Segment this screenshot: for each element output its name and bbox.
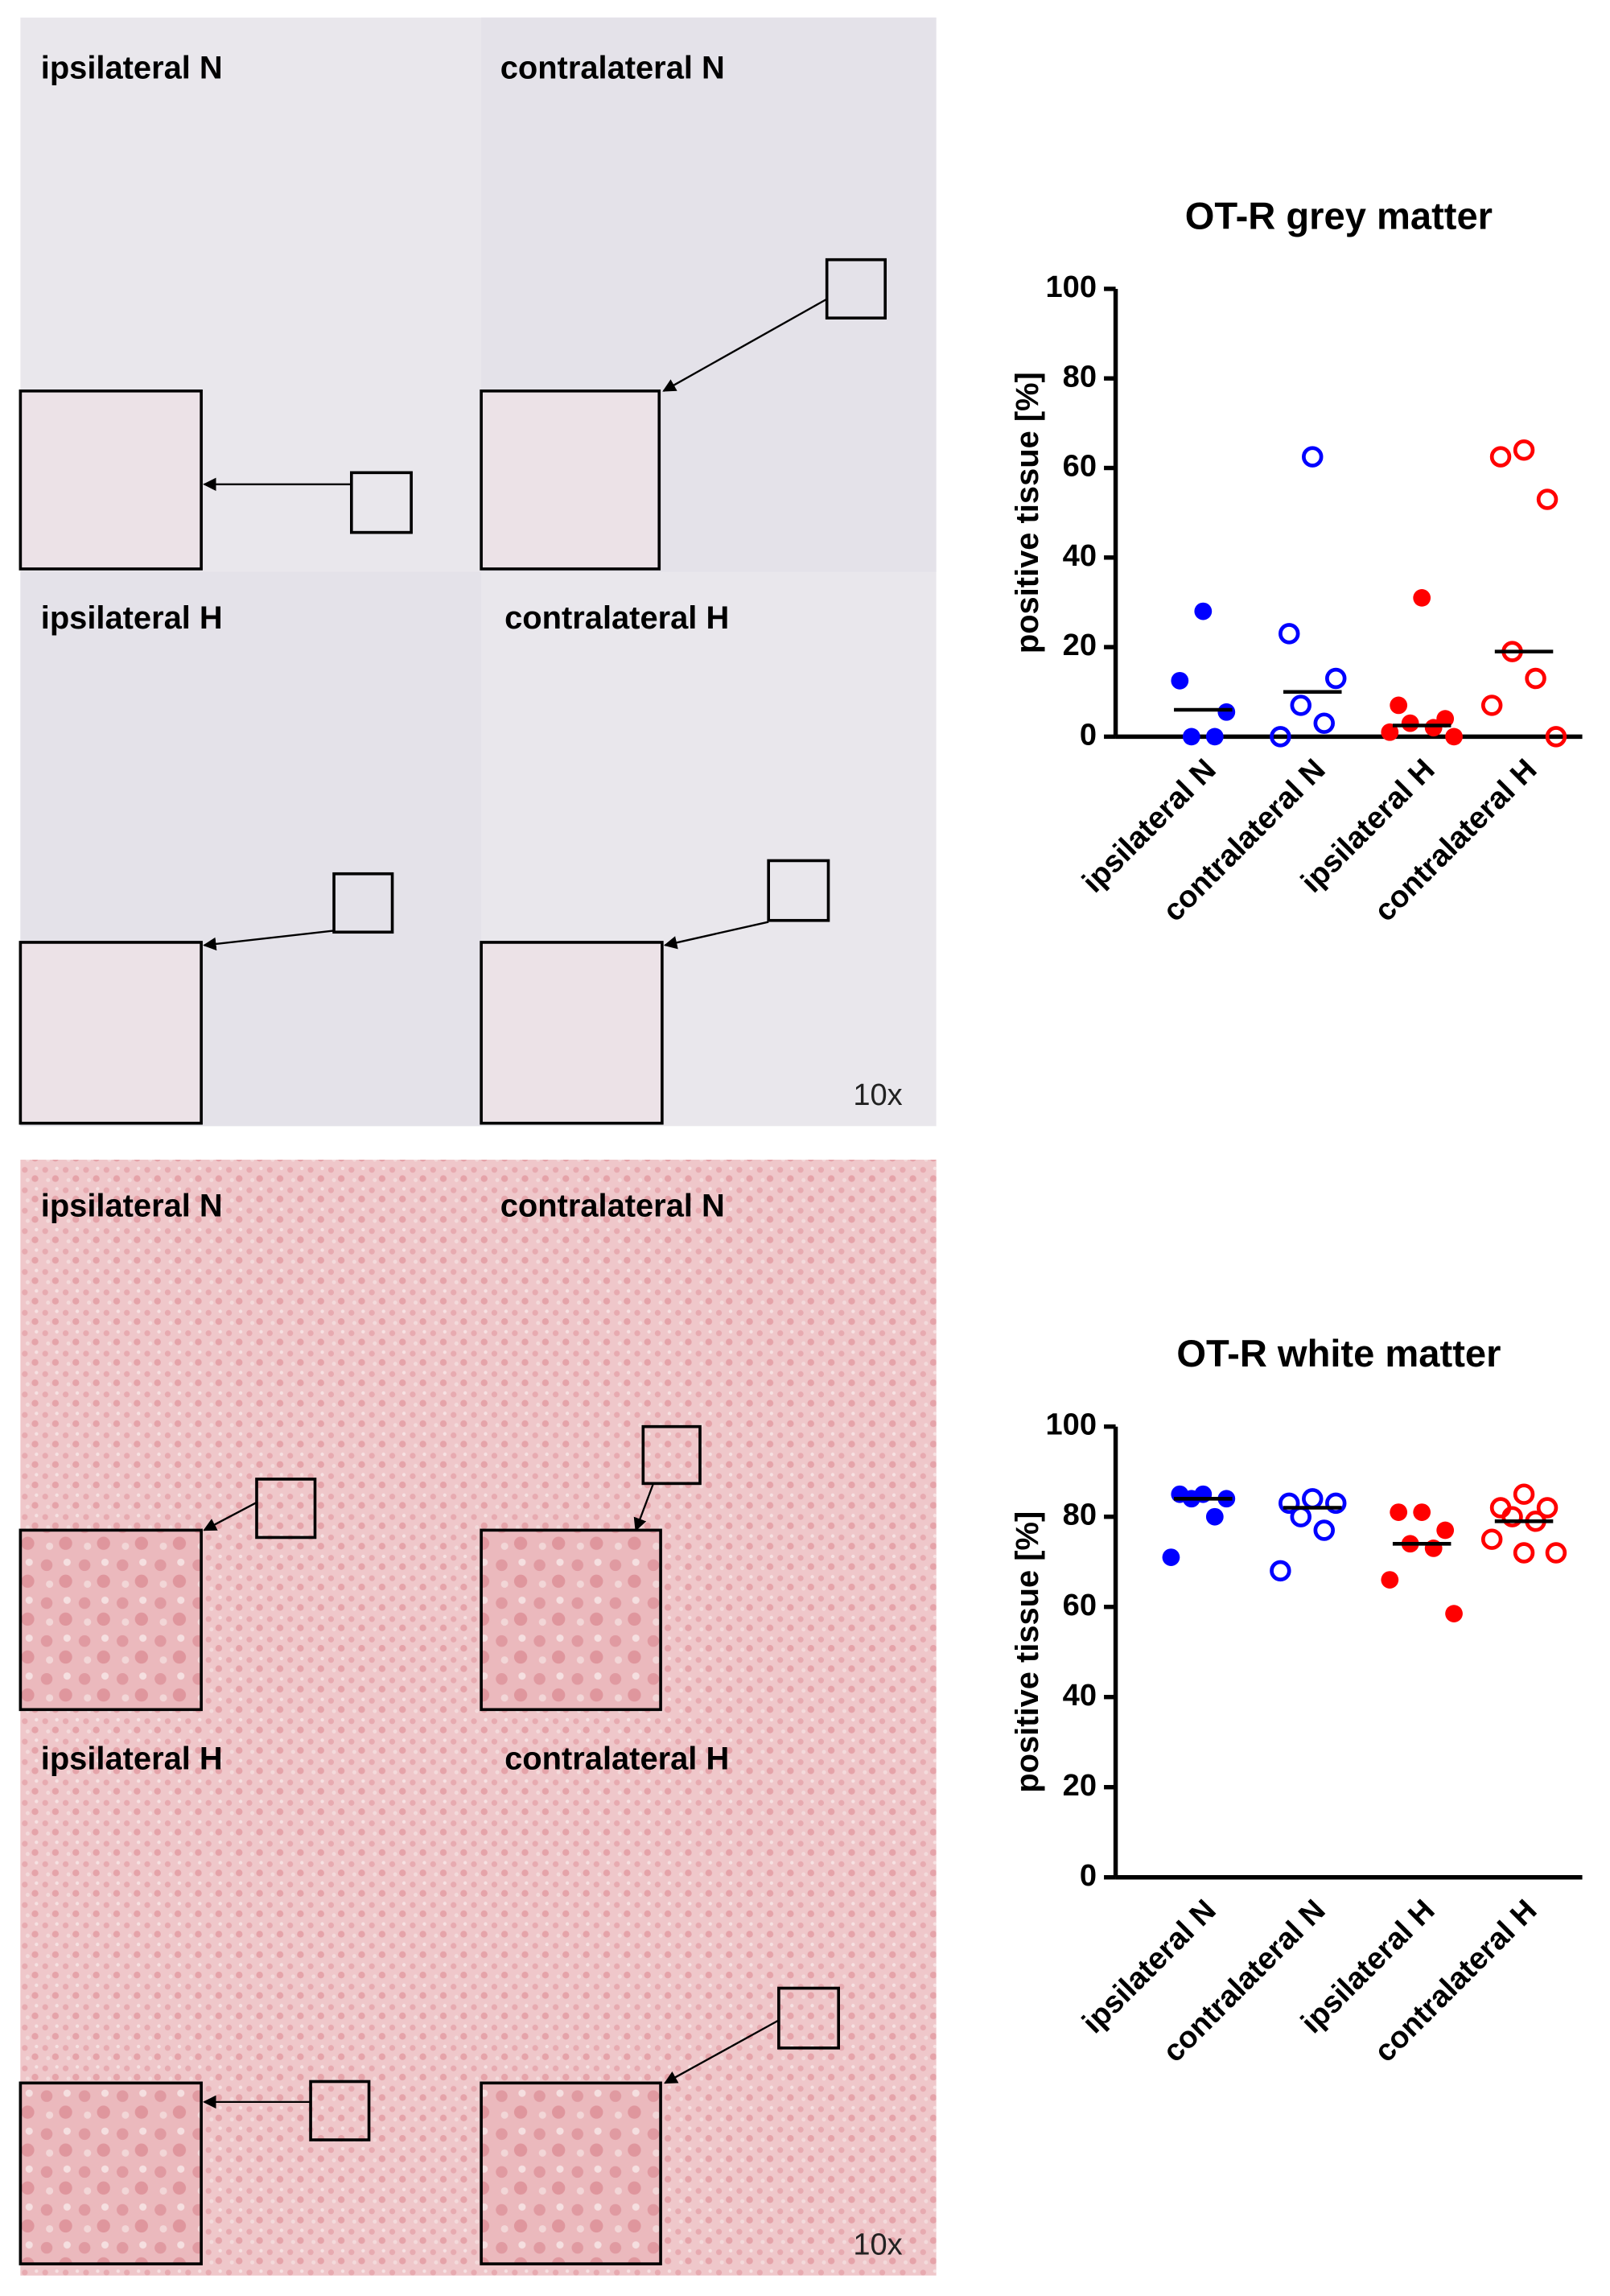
data-point [1390,1503,1408,1521]
data-point [1424,719,1443,737]
data-point [1381,1571,1399,1589]
data-point [1270,726,1291,748]
y-tick-label: 60 [1063,450,1097,484]
roi-box [767,859,830,922]
roi-box [350,471,413,534]
data-point [1313,712,1335,734]
y-tick-label: 0 [1080,1859,1097,1893]
roi-box [332,872,394,934]
panel-label: contralateral N [500,51,725,86]
roi-box [825,258,887,319]
y-tick-label: 40 [1063,539,1097,573]
y-tick-label: 20 [1063,629,1097,662]
y-tick-label: 60 [1063,1589,1097,1622]
y-tick-label: 100 [1046,270,1097,304]
data-point [1290,695,1311,716]
panel-label: contralateral N [500,1188,725,1223]
data-point [1205,1507,1224,1526]
data-point [1480,1528,1503,1550]
micrographs: ipsilateral N contralateral N ipsilateral … [19,17,937,2276]
inset [480,1528,662,1712]
data-point [1381,723,1399,741]
chart-title: OT-R grey matter [1185,194,1493,237]
y-axis-label: positive tissue [%] [1010,1511,1045,1793]
data-point [1279,1492,1300,1515]
inset [19,941,203,1125]
data-point [1171,671,1189,690]
data-point [1217,703,1236,721]
arrow [664,2019,780,2084]
inset [19,1528,203,1712]
y-tick-label: 20 [1063,1769,1097,1803]
inset [480,390,661,571]
data-point [1325,1492,1347,1515]
data-point [1545,1542,1567,1564]
y-tick-label: 40 [1063,1679,1097,1713]
data-point [1445,1605,1463,1622]
data-point [1480,695,1503,716]
chart-title: OT-R white matter [1176,1332,1501,1375]
arrow [663,921,769,950]
data-point [1401,714,1419,732]
data-point [1205,728,1224,746]
data-point [1270,1560,1291,1582]
panel-label: contralateral H [504,600,729,636]
y-tick-label: 80 [1063,1498,1097,1532]
data-point [1536,1497,1559,1519]
y-tick-label: 0 [1080,718,1097,752]
roi-box [309,2080,371,2141]
inset [19,2081,203,2265]
y-tick-label: 80 [1063,360,1097,394]
data-point [1313,1519,1335,1541]
data-point [1325,667,1347,690]
y-axis-label: positive tissue [%] [1010,372,1045,653]
magnification: 10x [853,2228,902,2261]
data-point [1390,696,1408,715]
data-point [1445,728,1463,746]
data-point [1513,1542,1535,1564]
charts: OT-R grey matter positive tissue [%] 0 20 40… [1010,194,1583,2069]
data-point [1302,446,1324,468]
data-point [1545,726,1567,748]
data-point [1302,1488,1324,1510]
panel-label: ipsilateral N [41,51,223,86]
data-point [1162,1548,1180,1566]
panel-label: contralateral H [504,1741,729,1776]
arrow [203,1501,257,1531]
data-point [1290,1506,1311,1527]
data-point [1525,667,1546,690]
panel-label: ipsilateral H [41,1741,223,1776]
data-point [1279,623,1300,645]
data-point [1413,589,1431,607]
data-point [1194,602,1213,620]
data-point [1501,1506,1523,1527]
data-point [1536,488,1559,510]
arrow [662,298,828,392]
data-point [1182,728,1200,746]
roi-box [641,1424,702,1486]
roi-box [777,1986,840,2050]
data-point [1436,1521,1455,1540]
inset [480,2081,662,2265]
magnification: 10x [853,1078,902,1112]
inset [480,941,664,1125]
arrow [203,930,335,951]
data-point [1413,1503,1431,1521]
data-point [1513,1483,1535,1505]
panel-label: ipsilateral N [41,1188,223,1223]
inset [19,390,203,571]
data-point [1489,446,1512,468]
y-tick-label: 100 [1046,1408,1097,1442]
roi-box [255,1478,317,1540]
arrow [633,1482,655,1531]
data-point [1513,439,1535,461]
panel-label: ipsilateral H [41,600,223,636]
